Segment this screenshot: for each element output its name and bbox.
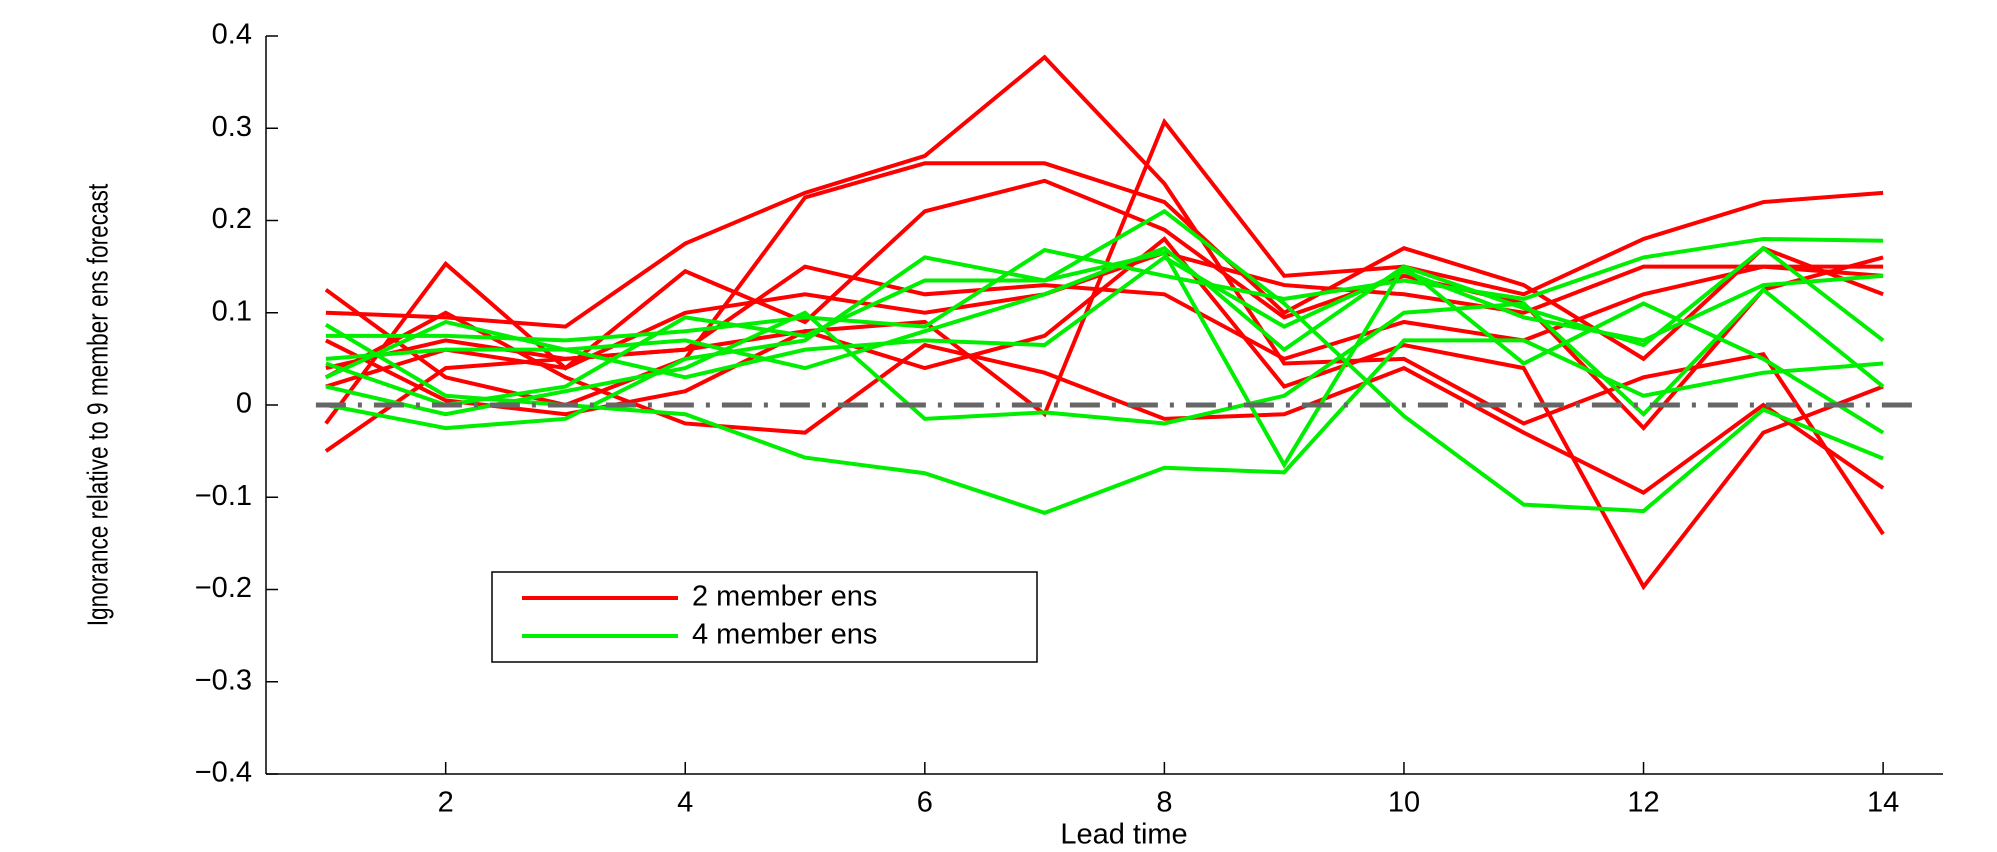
y-tick-label: 0.3 (212, 111, 252, 143)
y-tick-label: −0.1 (195, 480, 252, 512)
x-tick-label: 10 (1388, 787, 1420, 819)
series-line (325, 286, 1885, 426)
series-line (325, 255, 1884, 380)
y-tick-label: 0.2 (212, 203, 252, 235)
x-tick-label: 6 (917, 787, 933, 819)
series-line (325, 245, 1885, 435)
series-line (325, 236, 1884, 343)
series-line (325, 208, 1884, 514)
y-axis-label: Ignorance relative to 9 member ens forec… (81, 183, 114, 626)
x-axis-label: Lead time (1060, 819, 1187, 851)
y-tick-label: −0.4 (195, 757, 252, 789)
y-tick-label: 0 (236, 388, 252, 420)
series-line (324, 178, 1884, 432)
series-line (324, 323, 1884, 516)
x-tick-label: 14 (1867, 787, 1899, 819)
legend-label: 4 member ens (692, 619, 877, 651)
legend-box (491, 571, 1038, 663)
y-tick-label: 0.1 (212, 295, 252, 327)
series-line (325, 54, 1885, 536)
x-tick-label: 4 (677, 787, 693, 819)
x-tick-label: 8 (1156, 787, 1172, 819)
y-tick-label: −0.2 (195, 572, 252, 604)
x-tick-label: 2 (438, 787, 454, 819)
series-line (325, 250, 1884, 389)
legend-label: 2 member ens (692, 581, 877, 613)
series-line (325, 245, 1885, 469)
y-tick-label: −0.3 (195, 664, 252, 696)
y-tick-label: 0.4 (212, 19, 252, 51)
series-line (324, 161, 1884, 408)
x-tick-label: 12 (1627, 787, 1659, 819)
series-line (324, 310, 1885, 495)
